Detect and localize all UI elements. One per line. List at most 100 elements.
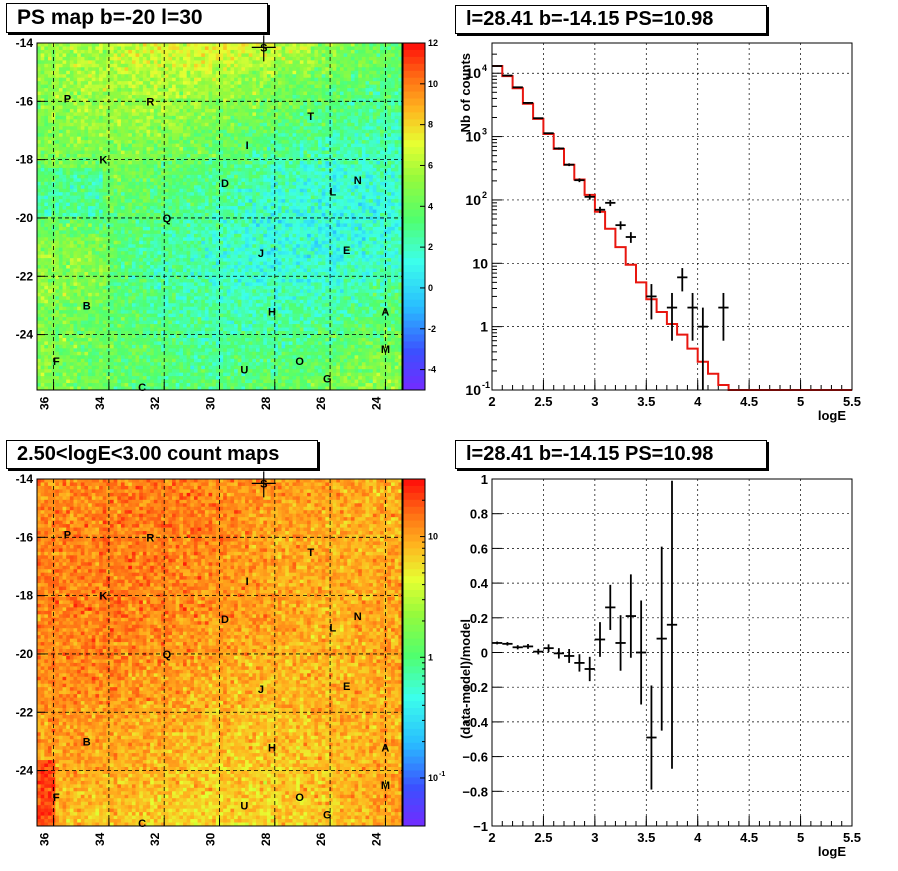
ps_map-cell xyxy=(99,53,103,57)
ps_map-cell xyxy=(245,78,249,82)
ps_map-cell xyxy=(103,78,107,82)
ps_map-cell xyxy=(285,60,289,64)
ps_map-cell xyxy=(183,64,187,68)
ps_map-cell xyxy=(41,60,45,64)
ps_map-cell xyxy=(41,53,45,57)
ps_map-cell xyxy=(227,81,231,85)
ps_map-cell xyxy=(256,57,260,61)
ps_map-cell xyxy=(114,81,118,85)
ps_map-cell xyxy=(333,67,337,71)
ps_map-cell xyxy=(150,60,154,64)
ps_map-cell xyxy=(172,74,176,78)
ps_map-cell xyxy=(99,50,103,54)
ps_map-cell xyxy=(198,50,202,54)
ps_map-cell xyxy=(205,74,209,78)
ps_map-cell xyxy=(241,60,245,64)
ps_map-cell xyxy=(150,57,154,61)
ps_map-cell xyxy=(223,78,227,82)
ps_map-cell xyxy=(157,46,161,50)
ps_map-cell xyxy=(241,50,245,54)
figure-canvas: 36 34 32 30 28 26 24-14-16-18-20-22-24SP RTIKD N… xyxy=(0,0,898,871)
ps_map-cell xyxy=(139,71,143,75)
ps_map-cell xyxy=(44,67,48,71)
ps_map-cell xyxy=(347,64,351,68)
ps_map-cell xyxy=(241,71,245,75)
ps_map-cell xyxy=(209,43,213,47)
ps_map-cell xyxy=(333,46,337,50)
ps_map-cell xyxy=(355,71,359,75)
ps_map-cell xyxy=(344,64,348,68)
ps_map-cell xyxy=(139,81,143,85)
ps_map-cell xyxy=(106,43,110,47)
ps_map-cell xyxy=(74,64,78,68)
ps_map-cell xyxy=(110,81,114,85)
ps_map-cell xyxy=(154,43,158,47)
ps_map-cell xyxy=(344,50,348,54)
ps_map-cell xyxy=(183,57,187,61)
ps_map-cell xyxy=(88,71,92,75)
ps_map-cell xyxy=(223,50,227,54)
ps_map-cell xyxy=(99,81,103,85)
ps_map-cell xyxy=(168,64,172,68)
ps_map-cell xyxy=(128,46,132,50)
ps_map-cell xyxy=(293,50,297,54)
ps_map-cell xyxy=(271,64,275,68)
ps_map-cell xyxy=(230,71,234,75)
ps_map-cell xyxy=(293,46,297,50)
ps_map-cell xyxy=(351,60,355,64)
ps_map-cell xyxy=(117,81,121,85)
ps_map-cell xyxy=(183,71,187,75)
ps_map-cell xyxy=(314,60,318,64)
ps_map-cell xyxy=(117,67,121,71)
ps_map-cell xyxy=(194,53,198,57)
ps_map-cell xyxy=(296,78,300,82)
ps_map-cell xyxy=(318,53,322,57)
ps_map-cell xyxy=(114,74,118,78)
ps_map-cell xyxy=(395,71,399,75)
ps_map-cell xyxy=(88,78,92,82)
ps_map-cell xyxy=(114,60,118,64)
ps_map-cell xyxy=(121,57,125,61)
ps_map-cell xyxy=(300,46,304,50)
ps_map-cell xyxy=(227,50,231,54)
ps_map-cell xyxy=(318,46,322,50)
ps_map-cell xyxy=(289,46,293,50)
ps_map-cell xyxy=(333,74,337,78)
ps_map-cell xyxy=(165,64,169,68)
ps_map-cell xyxy=(336,43,340,47)
ps_map-cell xyxy=(260,60,264,64)
ps_map-cell xyxy=(212,74,216,78)
ps_map-cell xyxy=(238,50,242,54)
ps_map-cell xyxy=(387,64,391,68)
ps_map-cell xyxy=(329,50,333,54)
ps_map-cell xyxy=(77,67,81,71)
ps_map-cell xyxy=(176,74,180,78)
ps_map-cell xyxy=(143,67,147,71)
ps_map-cell xyxy=(303,74,307,78)
ps_map-cell xyxy=(322,43,326,47)
ps_map-cell xyxy=(139,64,143,68)
ps_map-cell xyxy=(48,78,52,82)
ps_map-cell xyxy=(95,53,99,57)
ps_map-cell xyxy=(369,74,373,78)
ps_map-cell xyxy=(147,74,151,78)
ps_map-cell xyxy=(303,71,307,75)
ps_map-cell xyxy=(121,43,125,47)
ps_map-cell xyxy=(267,71,271,75)
ps_map-cell xyxy=(63,67,67,71)
ps_map-cell xyxy=(154,78,158,82)
ps_map-cell xyxy=(296,50,300,54)
ps_map-cell xyxy=(55,64,59,68)
ps_map-cell xyxy=(347,50,351,54)
ps_map-cell xyxy=(77,71,81,75)
ps_map-cell xyxy=(278,64,282,68)
ps_map-cell xyxy=(128,60,132,64)
ps_map-cell xyxy=(77,57,81,61)
ps_map-cell xyxy=(136,46,140,50)
ps_map-cell xyxy=(161,46,165,50)
ps_map-cell xyxy=(329,71,333,75)
ps_map-cell xyxy=(256,67,260,71)
ps_map-cell xyxy=(205,60,209,64)
ps_map-cell xyxy=(81,46,85,50)
ps_map-cell xyxy=(223,71,227,75)
